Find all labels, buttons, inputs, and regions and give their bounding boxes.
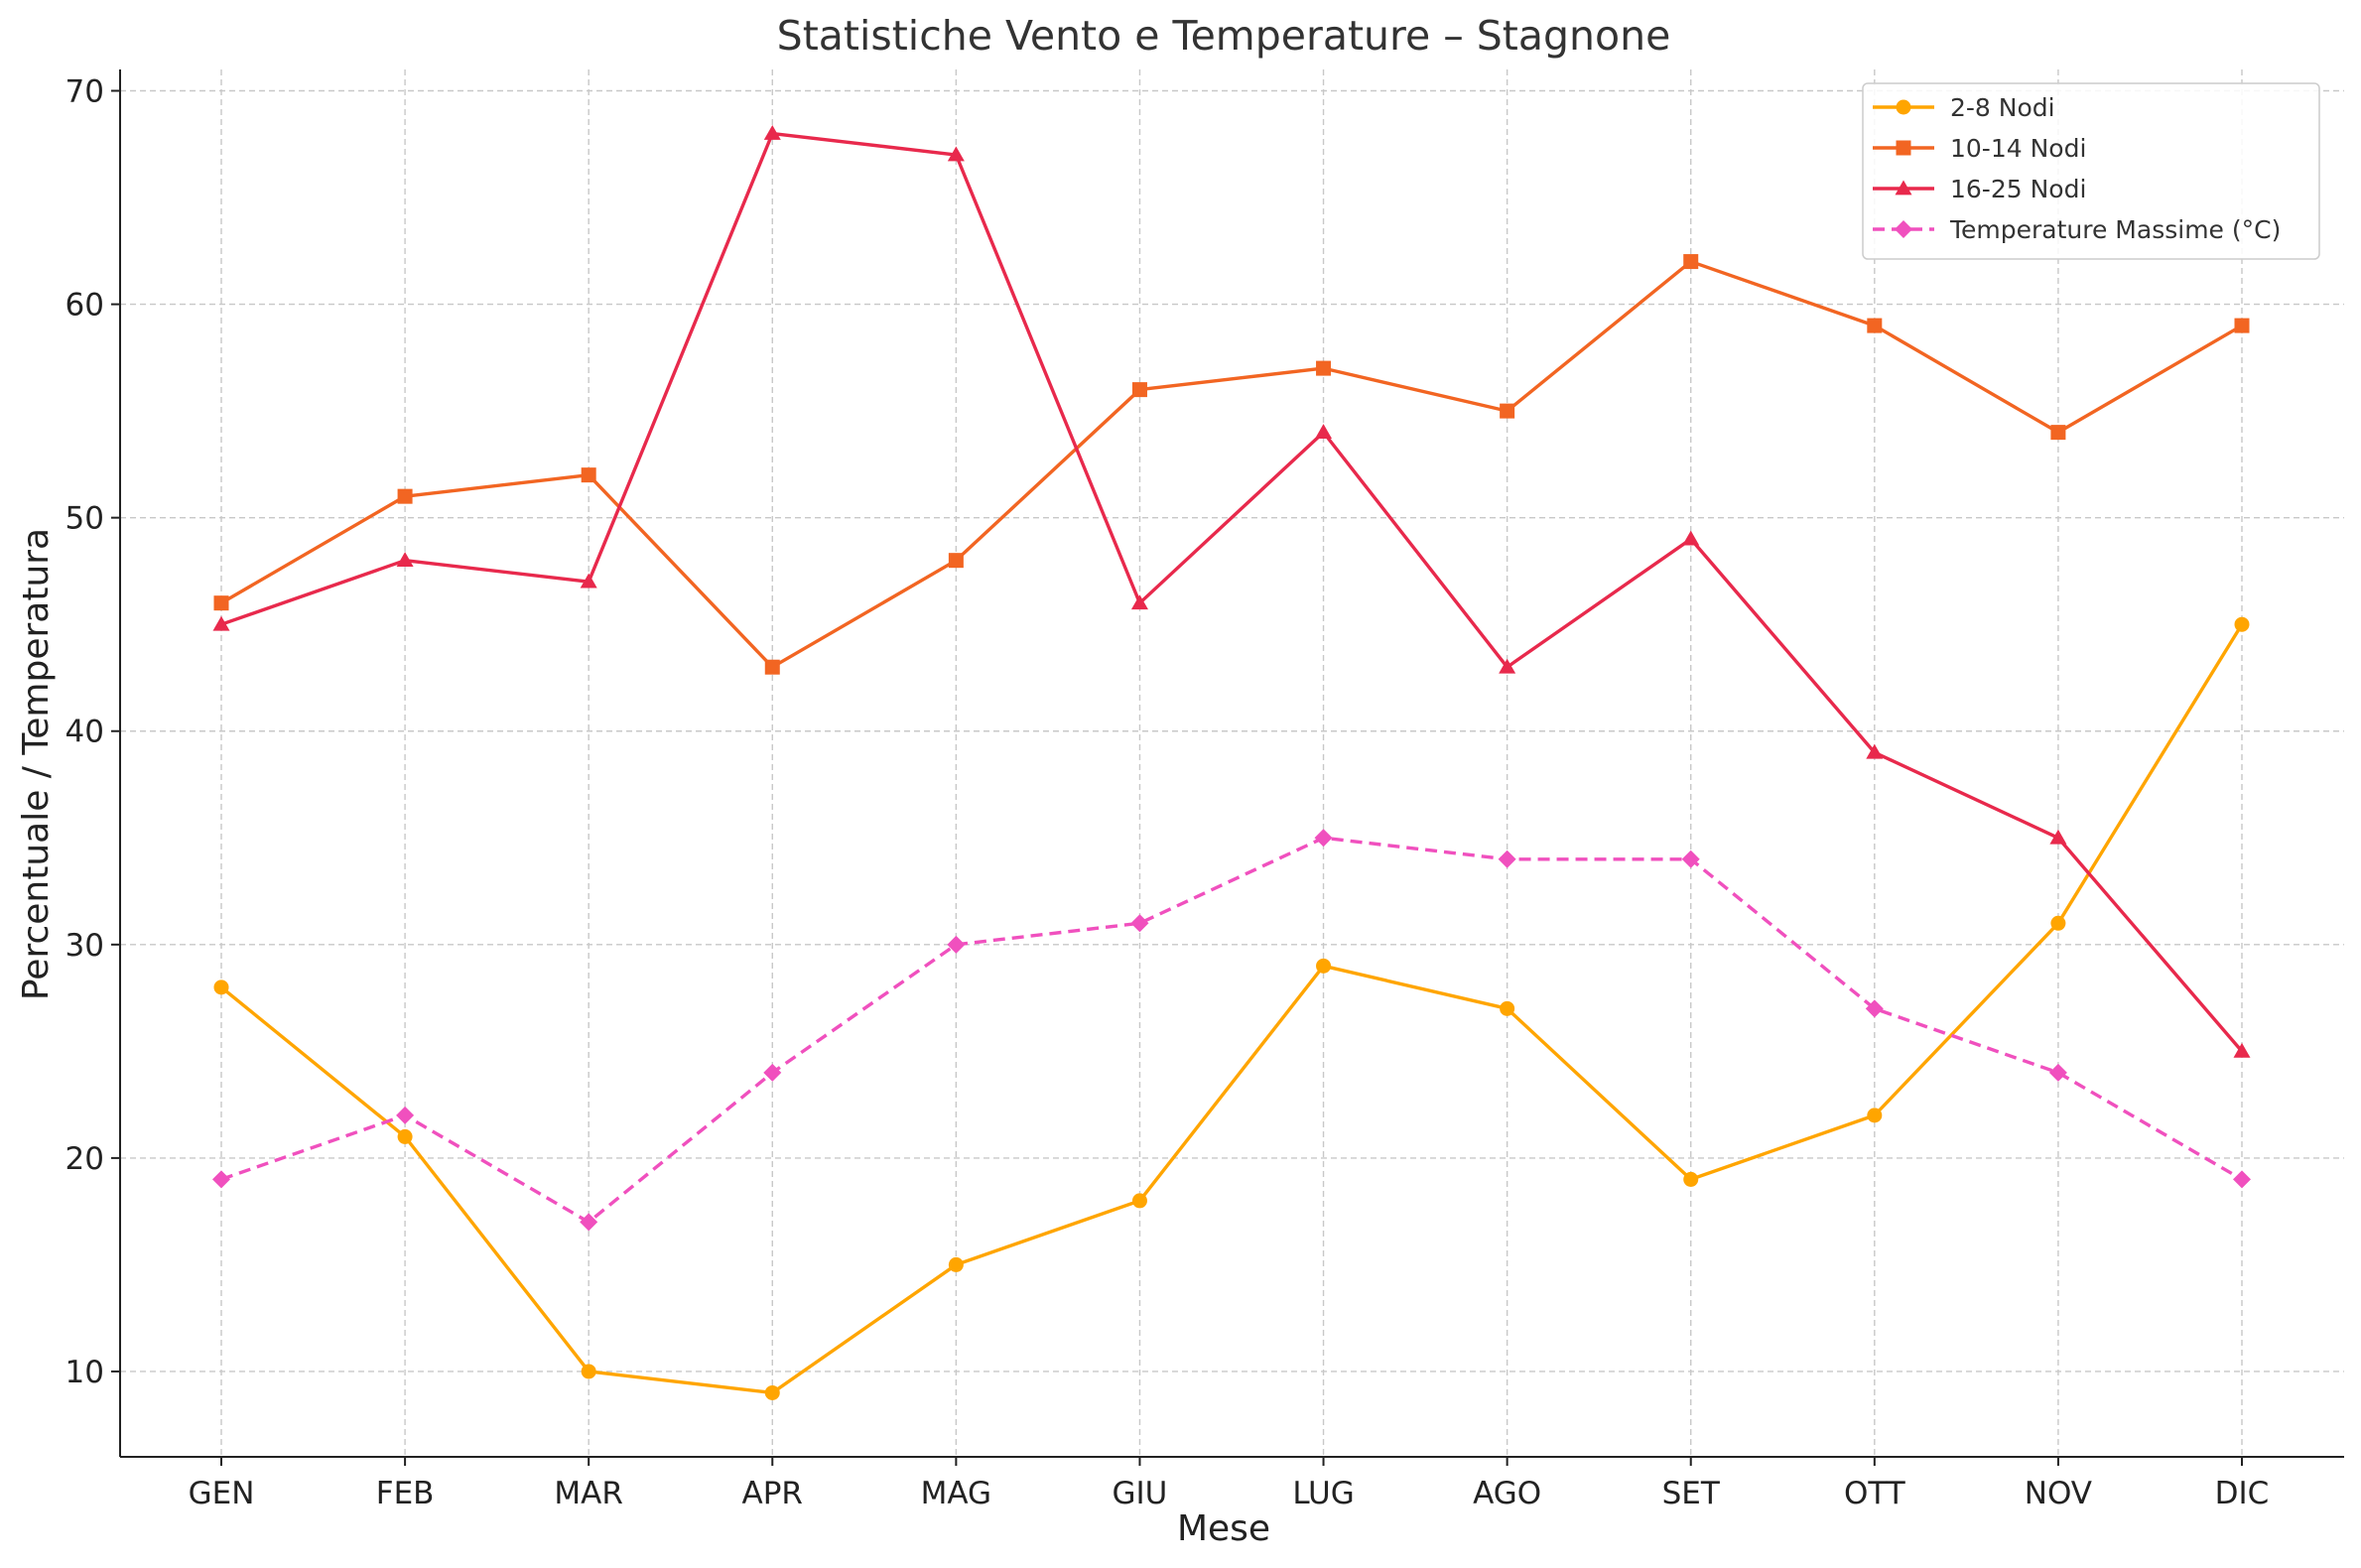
data-point: [1867, 318, 1883, 333]
data-point: [1130, 914, 1149, 933]
data-point: [947, 935, 966, 954]
data-point: [2234, 616, 2250, 632]
legend-marker: [1895, 220, 1912, 238]
data-point: [1867, 1108, 1883, 1123]
axes: [111, 69, 2344, 1466]
series-group: [212, 125, 2251, 1400]
series-2: [213, 254, 2250, 675]
data-point: [213, 595, 229, 611]
data-point: [1681, 849, 1700, 868]
data-point: [580, 573, 597, 588]
chart-title: Statistiche Vento e Temperature – Stagno…: [777, 12, 1671, 60]
data-point: [763, 125, 781, 140]
data-point: [1500, 1000, 1515, 1016]
grid: [120, 69, 2344, 1457]
data-point: [2233, 1170, 2251, 1189]
y-tick-label: 50: [66, 501, 104, 537]
data-point: [2050, 915, 2066, 931]
x-tick-label: FEB: [376, 1476, 435, 1511]
data-point: [581, 467, 596, 483]
data-point: [1500, 403, 1515, 419]
legend-marker: [1895, 180, 1912, 196]
legend: 2-8 Nodi 10-14 Nodi 16-25 Nodi Temperature …: [1862, 82, 2320, 260]
data-point: [1316, 958, 1332, 974]
x-tick-label: SET: [1662, 1476, 1721, 1511]
legend-label: 10-14 Nodi: [1950, 134, 2086, 163]
data-point: [1682, 530, 1700, 546]
data-point: [396, 1106, 415, 1124]
series-3: [212, 125, 2251, 1058]
x-tick-label: DIC: [2215, 1476, 2270, 1511]
legend-item: Temperature Massime (°C): [1873, 215, 2281, 244]
data-point: [948, 553, 964, 569]
data-point: [1866, 743, 1884, 759]
series-line: [219, 623, 2244, 1395]
y-tick-label: 70: [66, 74, 104, 110]
series-1: [213, 616, 2250, 1400]
y-tick-label: 60: [66, 288, 104, 324]
x-tick-label: LUG: [1292, 1476, 1354, 1511]
data-point: [1683, 254, 1699, 270]
data-point: [212, 1170, 230, 1189]
y-axis-title: Percentuale / Temperatura: [16, 528, 57, 1000]
data-point: [2234, 318, 2250, 333]
data-point: [1315, 424, 1333, 440]
legend-box: [1862, 82, 2320, 260]
data-point: [947, 146, 965, 162]
legend-item: 10-14 Nodi: [1873, 134, 2086, 163]
data-point: [2048, 1063, 2067, 1082]
data-point: [1498, 849, 1516, 868]
data-point: [948, 1256, 964, 1272]
y-tick-label: 30: [66, 928, 104, 964]
data-point: [396, 552, 414, 568]
x-axis-title: Mese: [1177, 1508, 1270, 1549]
x-tick-label: APR: [742, 1476, 803, 1511]
x-tick-label: GEN: [189, 1476, 255, 1511]
data-point: [1683, 1171, 1699, 1187]
series-4: [212, 829, 2251, 1232]
legend-label: Temperature Massime (°C): [1949, 215, 2281, 244]
data-point: [212, 615, 230, 631]
data-point: [763, 1063, 782, 1082]
x-tick-label: AGO: [1473, 1476, 1541, 1511]
data-point: [397, 1128, 413, 1144]
y-tick-label: 40: [66, 715, 104, 750]
x-tick-label: MAG: [921, 1476, 991, 1511]
data-point: [1316, 360, 1332, 376]
legend-label: 16-25 Nodi: [1950, 175, 2086, 203]
axis-labels: GEN FEB MAR APR MAG GIU LUG AGO SET OTT NOV DIC 10 20…: [66, 74, 2270, 1511]
data-point: [1865, 999, 1884, 1018]
series-line: [220, 131, 2244, 1053]
data-point: [1499, 658, 1516, 674]
data-point: [581, 1364, 596, 1379]
data-point: [2049, 829, 2067, 845]
series-line: [220, 836, 2243, 1225]
data-point: [397, 488, 413, 504]
legend-item: 16-25 Nodi: [1873, 175, 2086, 203]
data-point: [213, 980, 229, 995]
data-point: [764, 659, 780, 675]
data-point: [764, 1384, 780, 1400]
legend-marker: [1896, 140, 1911, 156]
y-tick-label: 20: [66, 1141, 104, 1177]
y-tick-label: 10: [66, 1355, 104, 1390]
data-point: [1131, 1193, 1147, 1209]
legend-marker: [1896, 99, 1911, 115]
x-tick-label: NOV: [2025, 1476, 2092, 1511]
legend-label: 2-8 Nodi: [1950, 93, 2055, 122]
data-point: [580, 1213, 598, 1232]
data-point: [1314, 829, 1333, 848]
data-point: [2050, 425, 2066, 441]
x-tick-label: GIU: [1113, 1476, 1168, 1511]
data-point: [1131, 382, 1147, 398]
data-point: [1130, 594, 1148, 610]
data-point: [2233, 1042, 2251, 1058]
legend-item: 2-8 Nodi: [1873, 93, 2055, 122]
x-tick-label: MAR: [554, 1476, 623, 1511]
series-line: [220, 259, 2243, 669]
x-tick-label: OTT: [1844, 1476, 1906, 1511]
